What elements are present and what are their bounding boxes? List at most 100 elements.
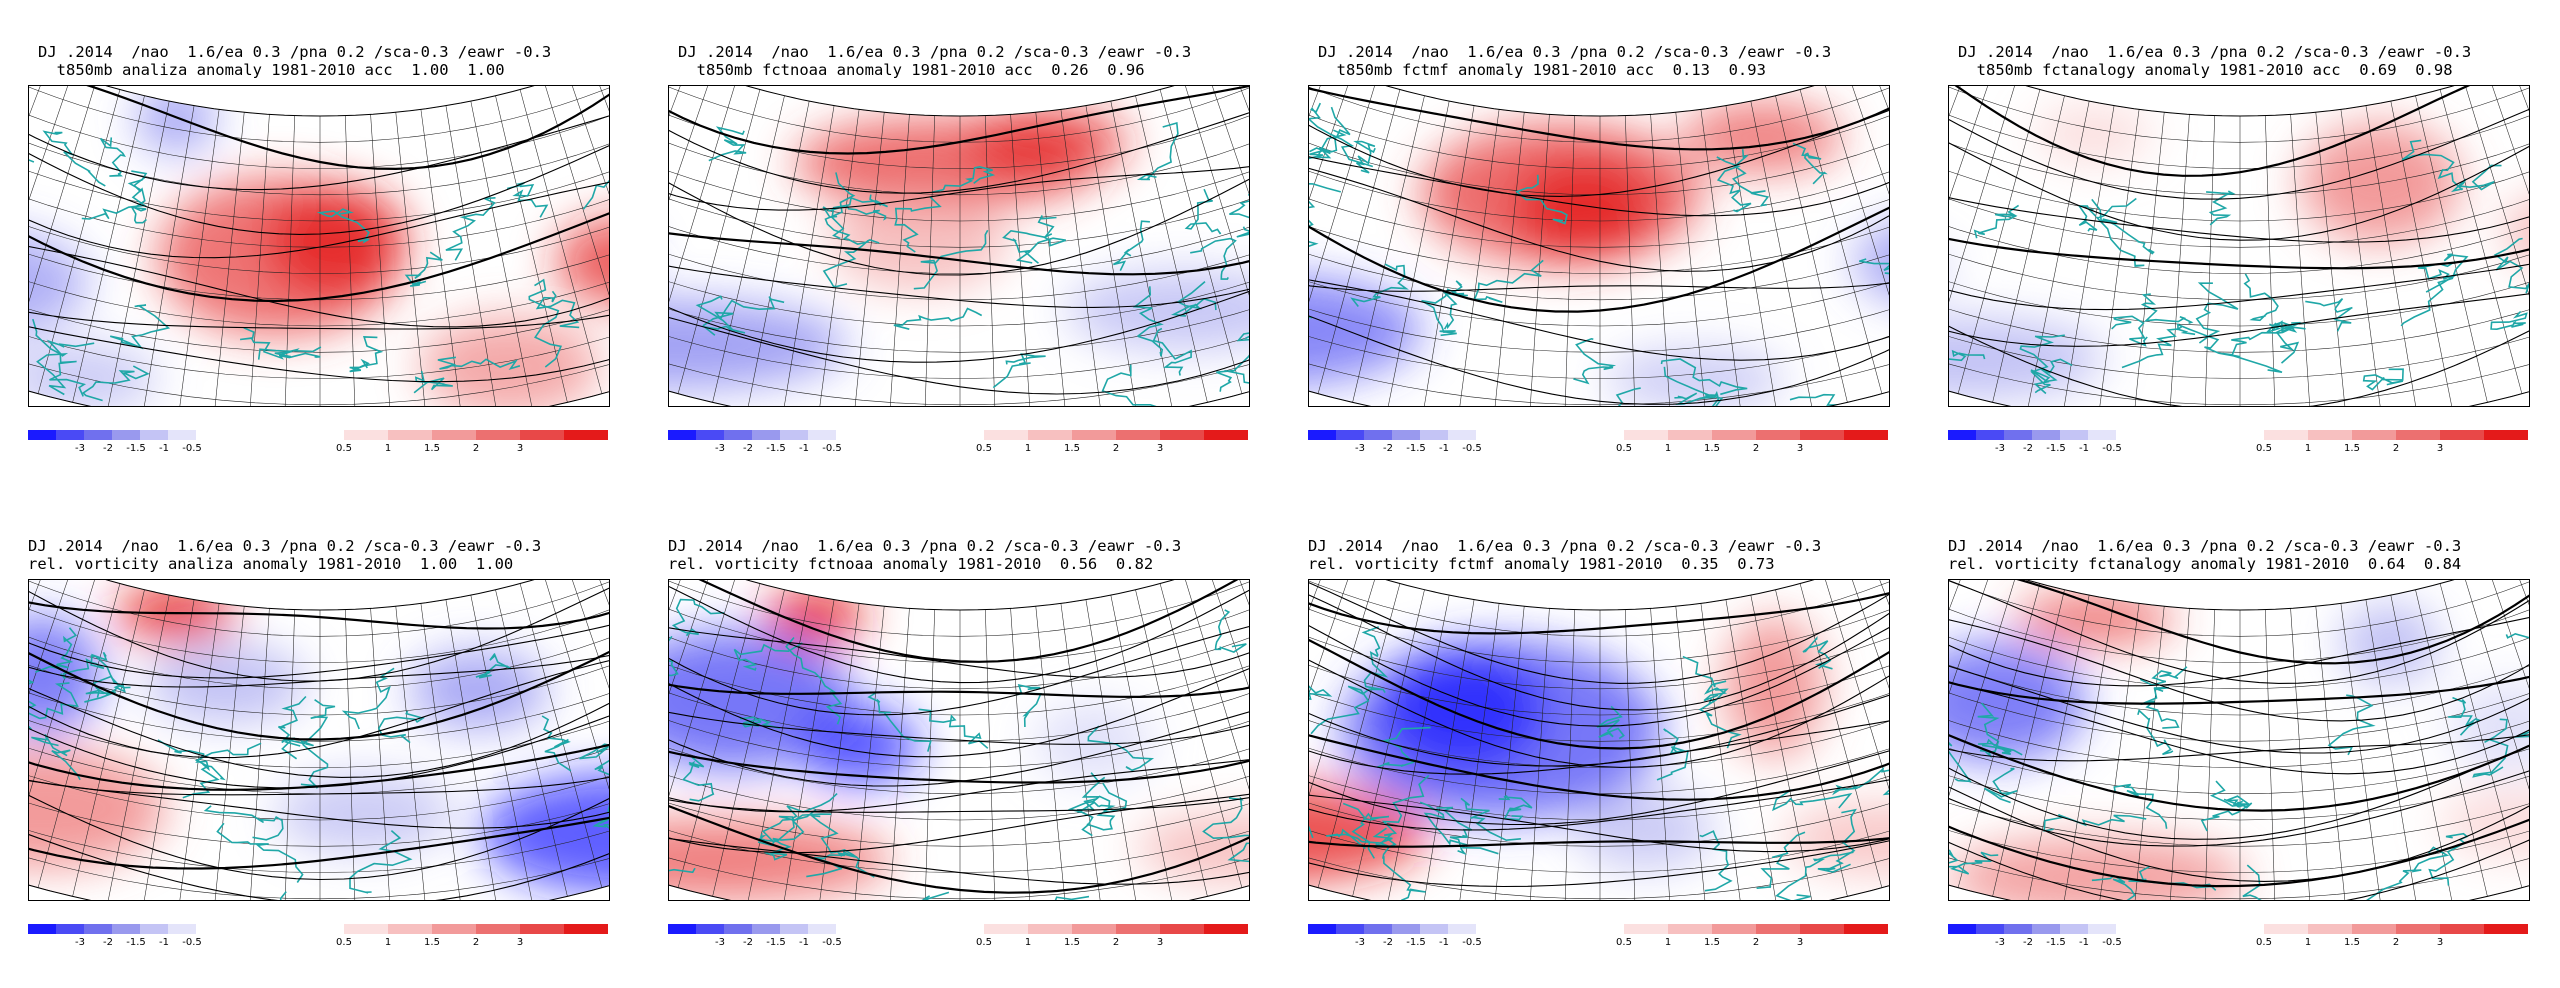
colorbar-tick-label: 3	[516, 443, 524, 454]
colorbar-tick-label: -1	[2079, 443, 2089, 454]
map-panel: DJ .2014 /nao 1.6/ea 0.3 /pna 0.2 /sca-0…	[640, 0, 1280, 494]
map-panel: DJ .2014 /nao 1.6/ea 0.3 /pna 0.2 /sca-0…	[1280, 494, 1920, 988]
colorbar-tick-label: -0.5	[822, 443, 842, 454]
colorbar-swatch-positive	[1667, 430, 1712, 440]
colorbar-tick-label: 3	[2436, 443, 2444, 454]
colorbar-swatch-positive	[2264, 924, 2308, 934]
colorbar-swatch-negative	[2032, 430, 2060, 440]
colorbar-tick-label: -3	[1355, 443, 1365, 454]
colorbar-tick-label: -3	[1995, 443, 2005, 454]
colorbar-swatch-positive	[1711, 924, 1756, 934]
colorbar-swatch-positive	[1755, 430, 1800, 440]
colorbar-tick-label: 2	[1752, 937, 1760, 948]
colorbar-swatch-positive	[2307, 430, 2352, 440]
colorbar-tick-label: -2	[743, 937, 753, 948]
lat-lon-grid	[1949, 86, 2529, 406]
colorbar-tick-label: -3	[1355, 937, 1365, 948]
colorbar-tick-label: 0.5	[1616, 937, 1632, 948]
map-frame	[668, 85, 1250, 407]
map-plot	[669, 86, 1249, 406]
colorbar-swatch-negative	[780, 924, 808, 934]
isolines	[669, 580, 1249, 894]
colorbar-swatch-negative	[2060, 924, 2088, 934]
colorbar-swatch-negative	[84, 430, 112, 440]
colorbar: -3 -2 -1.5 -1 -0.5 0.5 1 1.5 2 3	[28, 430, 610, 460]
colorbar-swatch-positive	[2483, 430, 2528, 440]
isolines	[1949, 86, 2529, 406]
panel-title-line1: DJ .2014 /nao 1.6/ea 0.3 /pna 0.2 /sca-0…	[28, 537, 542, 555]
colorbar-tick-label: 2	[1112, 443, 1120, 454]
colorbar-tick-label: -2	[103, 937, 113, 948]
panel-title-line1: DJ .2014 /nao 1.6/ea 0.3 /pna 0.2 /sca-0…	[1948, 537, 2462, 555]
colorbar-swatch-negative	[1420, 430, 1448, 440]
colorbar-tick-label: 3	[1796, 937, 1804, 948]
colorbar-swatch-positive	[984, 924, 1028, 934]
colorbar-swatch-negative	[112, 924, 140, 934]
anomaly-shading	[1949, 593, 2529, 900]
panel-title-line2: t850mb fctmf anomaly 1981-2010 acc 0.13 …	[1318, 61, 1766, 79]
colorbar-tick-label: -1	[159, 937, 169, 948]
map-panel: DJ .2014 /nao 1.6/ea 0.3 /pna 0.2 /sca-0…	[0, 0, 640, 494]
colorbar-tick-label: -3	[75, 443, 85, 454]
colorbar-tick-label: -2	[1383, 937, 1393, 948]
colorbar-swatch-negative	[1392, 430, 1420, 440]
colorbar-tick-label: 0.5	[336, 443, 352, 454]
colorbar-tick-label: 0.5	[2256, 937, 2272, 948]
map-plot	[669, 580, 1249, 900]
colorbar-tick-label: 2	[1752, 443, 1760, 454]
colorbar-swatch-positive	[1799, 430, 1844, 440]
colorbar-swatch-positive	[475, 924, 520, 934]
colorbar-swatch-positive	[1755, 924, 1800, 934]
colorbar-swatch-negative	[1948, 430, 1976, 440]
map-plot	[1309, 86, 1889, 406]
anomaly-shading	[669, 587, 1249, 900]
colorbar-swatch-negative	[1976, 924, 2004, 934]
colorbar-swatch-positive	[2307, 924, 2352, 934]
colorbar-swatch-positive	[1843, 924, 1888, 934]
colorbar-swatch-negative	[56, 430, 84, 440]
colorbar-swatch-positive	[1027, 430, 1072, 440]
colorbar-tick-label: -1	[1439, 443, 1449, 454]
isolines	[1309, 86, 1889, 405]
colorbar-swatch-negative	[808, 430, 836, 440]
colorbar-swatch-positive	[1624, 430, 1668, 440]
colorbar-swatch-negative	[724, 924, 752, 934]
coastlines	[29, 130, 609, 402]
colorbar-swatch-negative	[1308, 430, 1336, 440]
map-frame	[1948, 85, 2530, 407]
colorbar-swatch-negative	[668, 430, 696, 440]
panel-title-line1: DJ .2014 /nao 1.6/ea 0.3 /pna 0.2 /sca-0…	[1958, 43, 2472, 61]
colorbar-tick-label: 3	[1156, 443, 1164, 454]
colorbar-tick-label: 1	[1664, 937, 1672, 948]
colorbar-swatch-negative	[808, 924, 836, 934]
colorbar-swatch-negative	[1392, 924, 1420, 934]
colorbar: -3 -2 -1.5 -1 -0.5 0.5 1 1.5 2 3	[668, 430, 1250, 460]
colorbar-tick-label: 1	[384, 443, 392, 454]
colorbar-tick-label: -1.5	[1406, 443, 1426, 454]
colorbar-swatch-positive	[431, 430, 476, 440]
colorbar-tick-label: -2	[2023, 443, 2033, 454]
colorbar-swatch-negative	[56, 924, 84, 934]
colorbar-swatch-negative	[780, 430, 808, 440]
map-panel: DJ .2014 /nao 1.6/ea 0.3 /pna 0.2 /sca-0…	[640, 494, 1280, 988]
colorbar-swatch-negative	[2088, 430, 2116, 440]
colorbar-tick-label: 3	[1796, 443, 1804, 454]
panel-title-line2: rel. vorticity fctmf anomaly 1981-2010 0…	[1308, 555, 1775, 573]
colorbar-swatch-negative	[2004, 430, 2032, 440]
colorbar-tick-label: 1	[1664, 443, 1672, 454]
colorbar-tick-label: -1	[159, 443, 169, 454]
isolines	[1949, 580, 2529, 900]
colorbar-tick-label: 1	[1024, 443, 1032, 454]
colorbar-swatch-positive	[2264, 430, 2308, 440]
isolines	[1309, 580, 1889, 888]
anomaly-shading	[669, 107, 1249, 390]
colorbar-tick-label: 1.5	[1704, 443, 1720, 454]
colorbar-swatch-positive	[1624, 924, 1668, 934]
coastlines	[29, 627, 609, 900]
colorbar-swatch-positive	[1843, 430, 1888, 440]
coastlines	[1309, 102, 1889, 406]
colorbar-tick-label: -1	[1439, 937, 1449, 948]
colorbar-swatch-positive	[344, 430, 388, 440]
colorbar-tick-label: -3	[1995, 937, 2005, 948]
colorbar-tick-label: 2	[2392, 443, 2400, 454]
